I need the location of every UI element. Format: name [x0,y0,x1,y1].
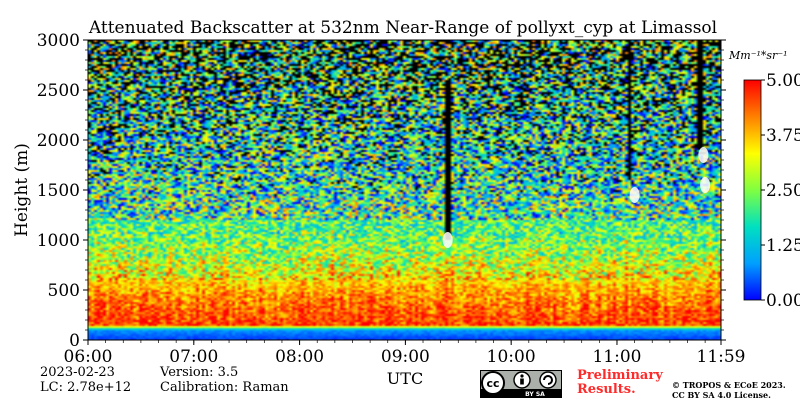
x-tick-label: 08:00 [275,347,324,367]
copyright-line-1: © TROPOS & ECoE 2023. [672,380,786,390]
svg-text:cc: cc [486,377,499,390]
x-tick-label: 11:59 [697,347,746,367]
y-axis-label: Height (m) [12,143,32,237]
colorbar-tick-label: 5.00 [766,71,800,91]
chart-title: Attenuated Backscatter at 532nm Near-Ran… [88,18,717,38]
colorbar [743,79,762,301]
cloud-patch [700,177,711,193]
y-tick-label: 500 [48,281,80,301]
footer-calibration: Calibration: Raman [160,380,289,395]
colorbar-tick-label: 2.50 [766,181,800,201]
x-tick-label: 11:00 [592,347,641,367]
y-tick-label: 1000 [37,231,80,251]
backscatter-heatmap [88,40,721,340]
plot-region [87,39,722,341]
colorbar-tick-label: 0.00 [766,291,800,311]
colorbar-tick-label: 3.75 [766,126,800,146]
svg-text:BY SA: BY SA [525,391,545,398]
copyright-line-2: CC BY SA 4.0 License. [672,390,771,400]
copyright-notice: © TROPOS & ECoE 2023. CC BY SA 4.0 Licen… [672,380,786,400]
y-axis: 0 500 1000 1500 2000 2500 3000 [37,31,726,351]
colorbar-unit-label: Mm⁻¹*sr⁻¹ [728,49,788,62]
x-tick-label: 10:00 [487,347,536,367]
x-tick-label: 07:00 [169,347,218,367]
footer-lidar-constant: LC: 2.78e+12 [40,380,132,395]
footer-version: Version: 3.5 [160,365,239,380]
x-tick-label: 09:00 [381,347,430,367]
colorbar-tick-label: 1.25 [766,236,800,256]
y-tick-label: 3000 [37,31,80,51]
y-tick-label: 2000 [37,131,80,151]
y-tick-label: 2500 [37,81,80,101]
footer-date: 2023-02-23 [40,365,115,380]
cloud-features [442,147,711,248]
preliminary-results-note: Preliminary Results. [577,368,663,397]
x-tick-label: 06:00 [64,347,113,367]
cloud-patch [442,232,453,248]
cloud-patch [629,187,640,203]
x-axis-label: UTC [387,369,423,388]
y-tick-label: 1500 [37,181,80,201]
x-axis: 06:00 07:00 08:00 09:00 10:00 11:00 11:59 [64,340,746,367]
cloud-patch [698,147,709,163]
cc-by-sa-icon: cc BY SA [480,370,562,398]
y-tick-label: 0 [69,331,80,351]
colorbar-ticks: 0.00 1.25 2.50 3.75 5.00 [761,71,800,311]
